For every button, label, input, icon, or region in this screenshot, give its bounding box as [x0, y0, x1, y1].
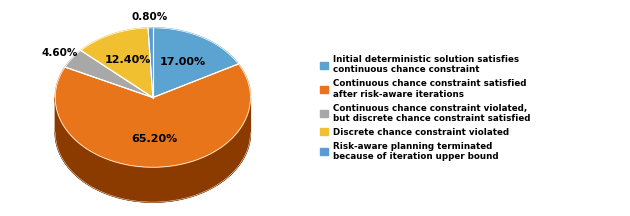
Text: 4.60%: 4.60% [42, 48, 78, 57]
Legend: Initial deterministic solution satisfies
continuous chance constraint, Continuou: Initial deterministic solution satisfies… [319, 55, 530, 161]
Polygon shape [148, 28, 153, 98]
Polygon shape [55, 98, 250, 202]
Polygon shape [55, 64, 250, 167]
Polygon shape [65, 51, 153, 98]
Text: 65.20%: 65.20% [131, 134, 178, 144]
Polygon shape [153, 28, 238, 98]
Text: 17.00%: 17.00% [159, 57, 206, 67]
Polygon shape [81, 28, 153, 98]
Text: 0.80%: 0.80% [132, 13, 168, 22]
Polygon shape [55, 132, 250, 202]
Text: 12.40%: 12.40% [105, 55, 151, 65]
